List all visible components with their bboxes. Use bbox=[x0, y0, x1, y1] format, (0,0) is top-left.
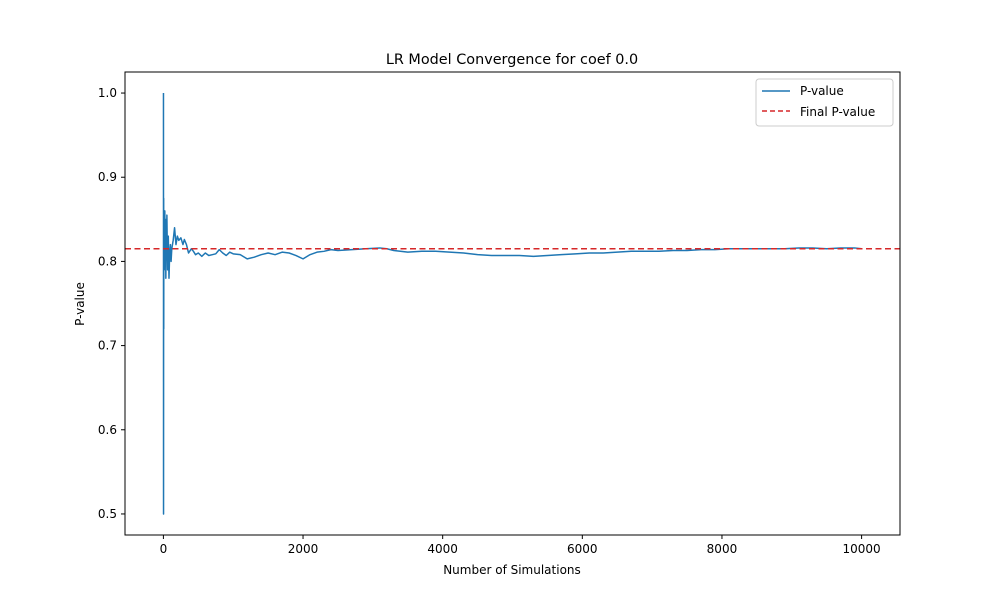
x-tick-label: 8000 bbox=[707, 542, 738, 556]
chart-title: LR Model Convergence for coef 0.0 bbox=[386, 52, 638, 68]
legend: P-value Final P-value bbox=[755, 78, 894, 127]
y-tick-label: 0.8 bbox=[98, 254, 117, 268]
y-tick-label: 0.5 bbox=[98, 507, 117, 521]
plot-frame bbox=[124, 71, 901, 536]
legend-label-p-value: P-value bbox=[800, 84, 844, 98]
x-axis-ticks: 0 2000 4000 6000 8000 10000 bbox=[160, 535, 881, 556]
x-tick-label: 4000 bbox=[427, 542, 458, 556]
legend-box bbox=[755, 78, 894, 127]
p-value-line bbox=[162, 93, 862, 515]
x-tick-label: 2000 bbox=[288, 542, 319, 556]
x-tick-label: 10000 bbox=[843, 542, 881, 556]
x-axis-label: Number of Simulations bbox=[443, 563, 581, 577]
y-tick-label: 0.6 bbox=[98, 423, 117, 437]
plot-area bbox=[124, 71, 901, 536]
legend-label-final-p-value: Final P-value bbox=[800, 105, 875, 119]
y-tick-label: 1.0 bbox=[98, 86, 117, 100]
x-tick-label: 0 bbox=[160, 542, 168, 556]
y-axis-ticks: 0.5 0.6 0.7 0.8 0.9 1.0 bbox=[98, 86, 125, 521]
series-layer bbox=[125, 93, 900, 515]
x-tick-label: 6000 bbox=[567, 542, 598, 556]
y-tick-label: 0.7 bbox=[98, 339, 117, 353]
y-axis-label: P-value bbox=[73, 282, 87, 326]
y-tick-label: 0.9 bbox=[98, 170, 117, 184]
